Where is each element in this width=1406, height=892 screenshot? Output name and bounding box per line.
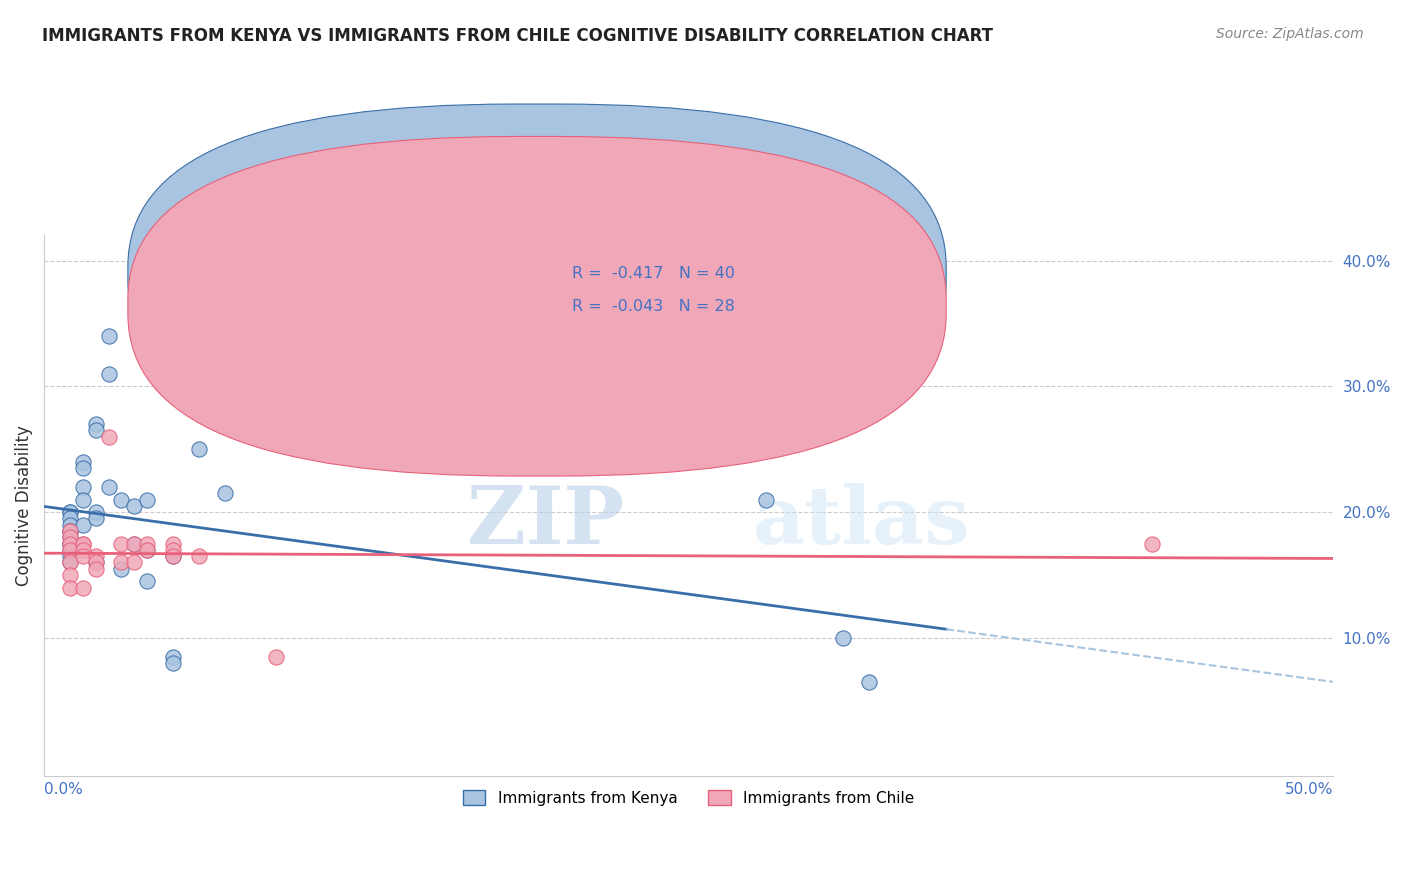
Point (72, 517, 94, 532)
Point (187, 442, 209, 457)
Point (162, 542, 184, 557)
FancyBboxPatch shape (482, 241, 894, 338)
Point (59, 549, 82, 563)
Point (84, 562, 107, 576)
FancyBboxPatch shape (128, 104, 946, 443)
Point (1142, 536, 1164, 550)
Point (84, 417, 107, 431)
Point (84, 505, 107, 519)
Text: 0.0%: 0.0% (44, 782, 83, 797)
Point (59, 524, 82, 538)
Point (162, 549, 184, 563)
Text: ZIP: ZIP (467, 483, 624, 561)
Point (124, 536, 146, 550)
Text: IMMIGRANTS FROM KENYA VS IMMIGRANTS FROM CHILE COGNITIVE DISABILITY CORRELATION : IMMIGRANTS FROM KENYA VS IMMIGRANTS FROM… (42, 27, 993, 45)
Point (755, 492, 778, 507)
Point (72, 455, 94, 469)
Legend: Immigrants from Kenya, Immigrants from Chile: Immigrants from Kenya, Immigrants from C… (457, 783, 921, 812)
Point (59, 536, 82, 550)
Point (124, 536, 146, 550)
Point (84, 511, 107, 525)
Point (72, 480, 94, 494)
Point (110, 555, 132, 569)
Point (162, 536, 184, 550)
Text: atlas: atlas (752, 483, 970, 561)
Point (162, 549, 184, 563)
Point (72, 536, 94, 550)
Point (97, 329, 120, 343)
Point (59, 568, 82, 582)
FancyBboxPatch shape (128, 136, 946, 476)
Point (84, 555, 107, 569)
Y-axis label: Cognitive Disability: Cognitive Disability (15, 425, 32, 586)
Point (110, 492, 132, 507)
Point (110, 562, 132, 576)
Point (59, 505, 82, 519)
Point (124, 555, 146, 569)
Point (59, 530, 82, 544)
Point (97, 480, 120, 494)
Point (136, 542, 159, 557)
Point (136, 492, 159, 507)
Point (110, 536, 132, 550)
Point (832, 631, 855, 645)
Point (858, 674, 880, 689)
Point (59, 511, 82, 525)
Point (59, 542, 82, 557)
Point (59, 555, 82, 569)
Point (136, 574, 159, 589)
Point (84, 549, 107, 563)
Point (59, 542, 82, 557)
Text: R =  -0.043   N = 28: R = -0.043 N = 28 (572, 299, 735, 314)
Point (59, 505, 82, 519)
Point (162, 656, 184, 670)
Point (162, 649, 184, 664)
Point (59, 536, 82, 550)
Point (72, 492, 94, 507)
Point (59, 536, 82, 550)
Text: Source: ZipAtlas.com: Source: ZipAtlas.com (1216, 27, 1364, 41)
Point (59, 530, 82, 544)
Point (59, 555, 82, 569)
Point (59, 517, 82, 532)
Point (136, 536, 159, 550)
Point (136, 542, 159, 557)
Point (124, 499, 146, 513)
Text: R =  -0.417   N = 40: R = -0.417 N = 40 (572, 267, 735, 281)
Point (59, 581, 82, 595)
Point (187, 549, 209, 563)
Point (72, 536, 94, 550)
Point (72, 542, 94, 557)
Point (97, 429, 120, 443)
Point (72, 581, 94, 595)
Text: 50.0%: 50.0% (1285, 782, 1333, 797)
Point (84, 423, 107, 437)
Point (59, 524, 82, 538)
Point (72, 461, 94, 475)
Point (72, 549, 94, 563)
Point (264, 649, 287, 664)
Point (214, 486, 236, 500)
Point (97, 367, 120, 381)
Point (59, 524, 82, 538)
Point (84, 555, 107, 569)
